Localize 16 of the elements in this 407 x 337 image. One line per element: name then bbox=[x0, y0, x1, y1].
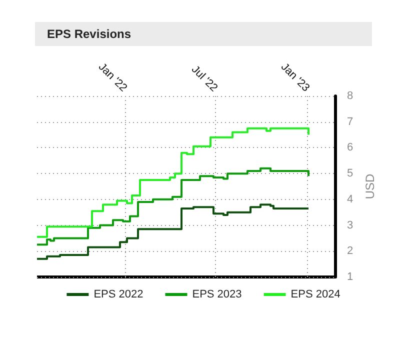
legend-label: EPS 2023 bbox=[192, 288, 242, 300]
y-tick-label: 5 bbox=[347, 168, 354, 180]
y-tick-label: 8 bbox=[347, 90, 354, 102]
y-tick-label: 1 bbox=[347, 271, 354, 283]
legend-label: EPS 2024 bbox=[290, 288, 340, 300]
chart-title: EPS Revisions bbox=[35, 22, 372, 46]
y-tick-label: 2 bbox=[347, 245, 354, 258]
x-tick-label: Jan '23 bbox=[278, 60, 312, 94]
x-tick-label: Jul '22 bbox=[189, 64, 220, 94]
x-tick-label: Jan '22 bbox=[96, 60, 130, 94]
y-tick-label: 3 bbox=[347, 219, 354, 232]
y-tick-label: 4 bbox=[347, 193, 354, 206]
y-axis-title: USD bbox=[363, 174, 378, 200]
y-tick-label: 6 bbox=[347, 142, 354, 154]
legend-label: EPS 2022 bbox=[94, 288, 144, 300]
y-tick-label: 7 bbox=[347, 116, 354, 128]
